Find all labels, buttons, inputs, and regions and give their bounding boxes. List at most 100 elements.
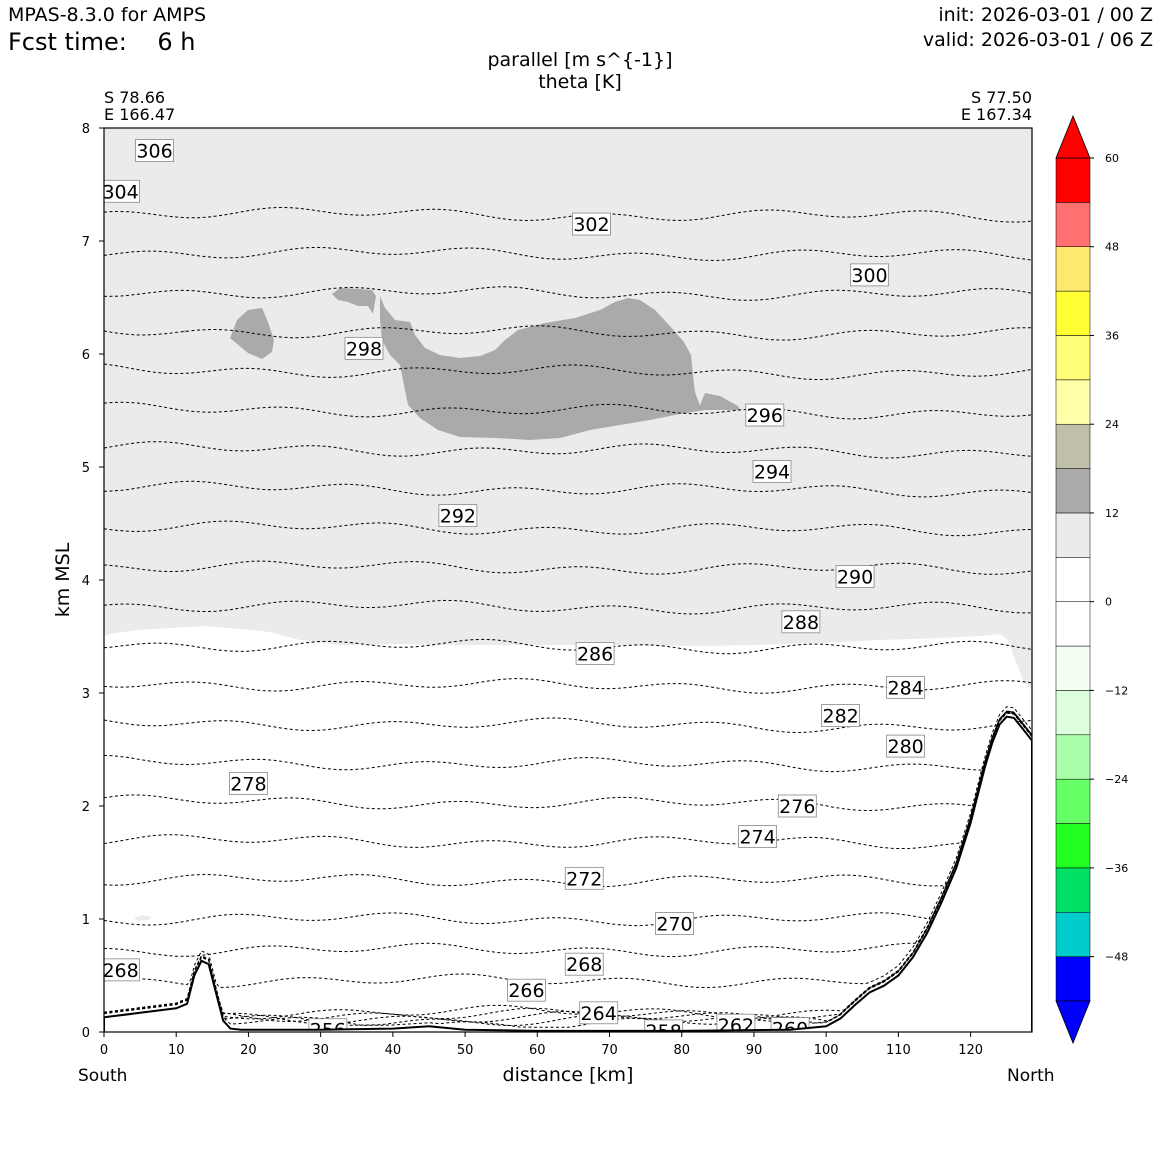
valid-time: valid: 2026-03-01 / 06 Z xyxy=(922,29,1153,51)
colorbar-segment xyxy=(1055,202,1091,247)
contour-label-text: 302 xyxy=(573,214,609,236)
theta-contour-272 xyxy=(104,710,1032,888)
theta-contour-302 xyxy=(104,286,1032,301)
colorbar-segment xyxy=(1055,379,1091,425)
contour-label: 296 xyxy=(745,403,785,427)
contour-label-box xyxy=(821,704,861,727)
contour-label-box xyxy=(781,610,821,634)
contour-label-box xyxy=(344,336,384,360)
y-tick-label: 1 xyxy=(82,913,90,928)
colorbar-segment xyxy=(1055,734,1091,780)
theta-contour-286 xyxy=(104,599,1032,615)
colorbar-segment xyxy=(1055,867,1091,913)
y-tick-label: 2 xyxy=(82,800,90,815)
shading-region-6-12 xyxy=(134,915,152,921)
contour-label-box xyxy=(104,958,141,982)
theta-contour-288 xyxy=(104,560,1032,575)
theta-contour-292 xyxy=(104,480,1032,498)
theta-contour-268 xyxy=(104,710,1032,958)
contour-label: 274 xyxy=(738,825,777,849)
colorbar-tick-label: 48 xyxy=(1105,241,1119,254)
theta-contour-282 xyxy=(104,678,1032,694)
contour-label: 280 xyxy=(886,734,926,758)
contour-label-box xyxy=(575,642,615,665)
theta-contour-258 xyxy=(104,712,1032,1026)
contour-label: 292 xyxy=(438,504,478,528)
chart-title-contours: theta [K] xyxy=(538,71,622,93)
contour-label: 306 xyxy=(135,139,174,163)
contour-label-text: 282 xyxy=(822,706,858,728)
left-endpoint-lat: S 78.66 xyxy=(104,88,166,107)
shading-region-12-18 xyxy=(182,330,187,333)
colorbar-segment xyxy=(1055,690,1091,736)
theta-contour-300 xyxy=(104,325,1032,341)
colorbar: 60 48 36 24 12 0 −12 −24 −36 −48 xyxy=(1055,114,1128,1045)
x-tick-label: 60 xyxy=(529,1043,546,1058)
colorbar-segment xyxy=(1055,645,1091,691)
theta-contour-262 xyxy=(104,711,1032,1023)
right-endpoint-lat: S 77.50 xyxy=(970,88,1032,107)
contour-label-box xyxy=(886,675,926,699)
theta-contour-256 xyxy=(104,712,1032,1028)
theta-contours xyxy=(104,207,1032,1028)
contour-label-box xyxy=(716,1013,756,1032)
contour-label-box xyxy=(572,212,611,236)
contour-label: 282 xyxy=(821,704,861,728)
x-tick-label: 50 xyxy=(457,1043,474,1058)
theta-contour-266 xyxy=(104,706,1032,989)
shading-region-12-18 xyxy=(380,296,740,440)
contour-label-box xyxy=(752,460,792,483)
forecast-time-value: 6 h xyxy=(157,28,196,56)
contour-label-text: 278 xyxy=(230,773,266,795)
contour-label-text: 290 xyxy=(837,567,873,589)
y-tick-label: 7 xyxy=(82,235,90,250)
right-endpoint: S 77.50 E 167.34 xyxy=(961,89,1032,123)
contour-label: 276 xyxy=(777,794,817,818)
contour-label: 266 xyxy=(507,978,546,1002)
terrain-profile xyxy=(104,715,1032,1032)
colorbar-tick-label: 24 xyxy=(1105,418,1119,431)
contour-label-box xyxy=(135,139,174,163)
contour-label: 294 xyxy=(752,460,792,484)
colorbar-segment xyxy=(1055,512,1091,558)
theta-contour-294 xyxy=(104,441,1032,459)
colorbar-tick-label: −24 xyxy=(1105,773,1128,786)
colorbar-extend-min xyxy=(1055,1000,1091,1045)
contour-label-box xyxy=(655,912,694,935)
forecast-time: Fcst time: 6 h xyxy=(8,28,195,56)
theta-contour-labels: 306 304 302 300 298 296 294 292 290 288 286 284 282 2… xyxy=(102,139,926,1043)
contour-label-text: 286 xyxy=(577,643,613,665)
y-tick-label: 5 xyxy=(82,461,90,476)
contour-label-text: 296 xyxy=(747,405,783,427)
theta-contour-298 xyxy=(104,363,1032,381)
contour-label: 268 xyxy=(104,958,141,982)
theta-contour-296 xyxy=(104,401,1032,420)
theta-contour-284 xyxy=(104,638,1032,655)
y-axis: 0 1 2 3 4 5 6 7 8 xyxy=(82,122,104,1041)
contour-label: 286 xyxy=(575,642,615,665)
x-tick-label: 70 xyxy=(601,1043,618,1058)
contour-label-box xyxy=(229,772,268,795)
colorbar-tick-label: 0 xyxy=(1105,596,1112,609)
contour-label-text: 284 xyxy=(887,677,923,699)
colorbar-segment xyxy=(1055,823,1091,869)
contour-label-box xyxy=(886,734,926,758)
contour-label-text: 304 xyxy=(102,181,138,203)
contour-label: 262 xyxy=(716,1013,756,1032)
init-time: init: 2026-03-01 / 00 Z xyxy=(938,4,1153,26)
chart-title-shading: parallel [m s^{-1}] xyxy=(487,49,673,71)
contour-label-box xyxy=(564,952,604,976)
contour-label-text: 288 xyxy=(783,612,819,634)
colorbar-segment xyxy=(1055,601,1091,647)
colorbar-tick-label: −12 xyxy=(1105,684,1128,697)
contour-label-box xyxy=(835,565,875,589)
contour-label-box xyxy=(850,263,889,287)
contour-label-text: 258 xyxy=(646,1021,682,1043)
right-endpoint-lon: E 167.34 xyxy=(960,105,1032,124)
contour-label: 300 xyxy=(850,263,889,287)
x-tick-label: 100 xyxy=(814,1043,839,1058)
left-endpoint-lon: E 166.47 xyxy=(104,105,176,124)
colorbar-extend-max xyxy=(1055,114,1091,159)
contour-label: 278 xyxy=(229,772,268,795)
contour-label-box xyxy=(438,504,478,527)
